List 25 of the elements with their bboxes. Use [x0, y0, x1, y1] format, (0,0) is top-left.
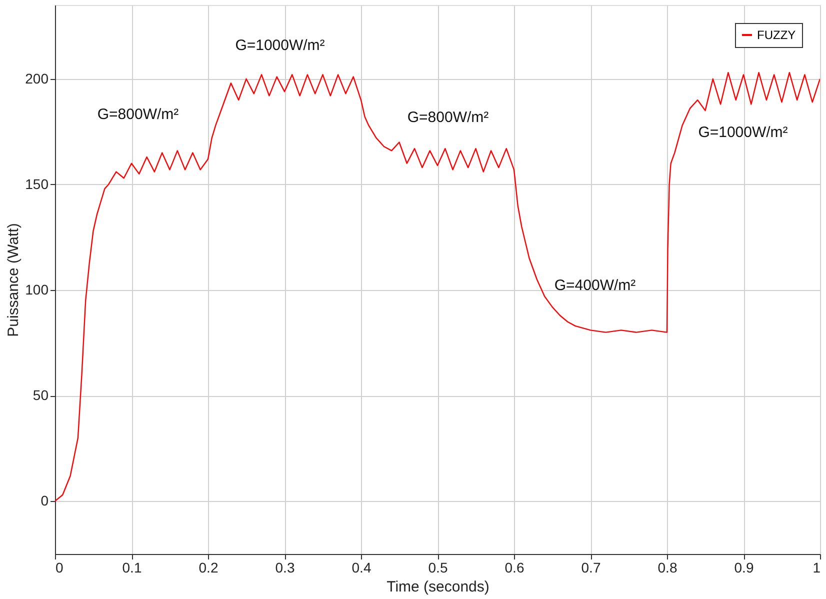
x-tick-label: 0.5	[428, 560, 448, 576]
x-tick-label: 0	[56, 560, 64, 576]
annotation: G=800W/m²	[407, 109, 489, 126]
y-tick-label: 100	[25, 282, 49, 298]
annotation: G=1000W/m²	[698, 124, 788, 141]
line-series	[55, 72, 820, 502]
x-tick-label: 0.7	[581, 560, 601, 576]
x-tick-label: 0.2	[198, 560, 218, 576]
y-tick-label: 50	[32, 387, 49, 404]
legend-label: FUZZY	[757, 28, 796, 42]
annotation: G=800W/m²	[97, 106, 179, 123]
x-tick-label: 0.1	[122, 560, 142, 576]
x-tick-label: 0.9	[734, 560, 754, 576]
x-tick-label: 1	[812, 560, 821, 576]
x-tick-label: 0.6	[504, 560, 524, 576]
y-axis-title: Puissance (Watt)	[5, 223, 22, 337]
x-tick-label: 0.8	[658, 560, 678, 576]
y-tick-label: 200	[25, 70, 49, 86]
x-tick-label: 0.4	[352, 560, 372, 576]
x-axis-title: Time (seconds)	[386, 578, 490, 596]
annotation: G=1000W/m²	[235, 37, 325, 54]
x-tick-label: 0.3	[275, 560, 295, 576]
annotation: G=400W/m²	[554, 277, 636, 294]
y-tick-label: 0	[40, 492, 49, 509]
y-tick-label: 150	[25, 176, 49, 192]
